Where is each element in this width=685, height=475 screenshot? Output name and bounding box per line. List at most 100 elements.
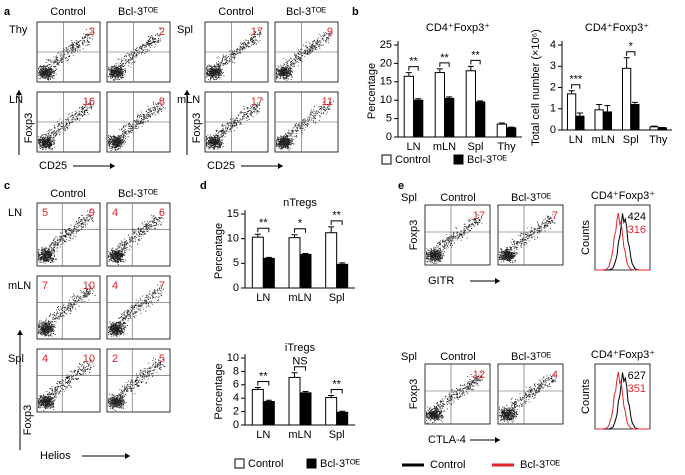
bar xyxy=(575,115,585,131)
bar xyxy=(251,236,264,289)
chart-title: CD4⁺Foxp3⁺ xyxy=(426,22,490,34)
error-bar xyxy=(302,252,309,255)
gate-percentage: 17 xyxy=(251,26,263,38)
column-header: Bcl-3ᵀᴼᴱ xyxy=(511,192,551,204)
row-label: Thy xyxy=(9,24,28,36)
chart-title: nTregs xyxy=(283,197,317,209)
error-bar xyxy=(254,233,261,238)
x-tick-label: mLN xyxy=(592,134,615,146)
arrow-head xyxy=(495,437,500,443)
error-bar xyxy=(508,126,515,128)
x-tick-label: Thy xyxy=(497,141,516,153)
x-tick-label: mLN xyxy=(288,429,311,441)
significance-label: ** xyxy=(259,217,268,229)
event-dots xyxy=(499,214,556,264)
histogram-title: CD4⁺Foxp3⁺ xyxy=(591,190,655,202)
bar xyxy=(630,104,640,131)
event-dots xyxy=(426,213,483,265)
gate-percentage: 5 xyxy=(159,353,165,365)
x-tick-label: mLN xyxy=(288,292,311,304)
arrow-head xyxy=(125,453,130,459)
panel-letter: a xyxy=(4,6,11,18)
histogram-frame xyxy=(594,204,651,271)
y-tick-label: 0 xyxy=(386,131,392,143)
bar xyxy=(403,75,415,138)
panel-letter: c xyxy=(4,180,10,192)
y-tick-label: 4 xyxy=(233,392,239,404)
bar xyxy=(465,70,477,138)
bar xyxy=(336,263,349,289)
legend-swatch xyxy=(234,458,245,469)
y-tick-label: 5 xyxy=(233,257,239,269)
gate-percentage: 11 xyxy=(322,96,333,108)
x-axis-label: CD25 xyxy=(39,160,67,172)
arrow-head xyxy=(110,163,115,169)
event-dots xyxy=(38,209,94,264)
y-tick-label: 0 xyxy=(550,124,556,136)
gate-percentage: 10 xyxy=(83,353,95,365)
gate-percentage: 2 xyxy=(159,26,165,38)
y-axis-label: Foxp3 xyxy=(23,113,35,144)
bar xyxy=(288,237,301,289)
bar xyxy=(444,97,455,138)
y-tick-label: 3 xyxy=(550,60,556,72)
error-bar xyxy=(291,234,298,238)
significance-label: ** xyxy=(332,210,341,222)
significance-label: ** xyxy=(440,52,449,64)
error-bar xyxy=(623,57,630,69)
column-header: Bcl-3ᵀᴼᴱ xyxy=(286,6,326,18)
x-tick-label: Spl xyxy=(468,141,484,153)
y-axis-label: Foxp3 xyxy=(408,379,420,410)
gate-percentage: 4 xyxy=(112,207,118,219)
column-header: Control xyxy=(50,6,85,18)
gate-percentage: 5 xyxy=(42,207,48,219)
x-axis-label: CTLA-4 xyxy=(428,434,466,446)
significance-label: ** xyxy=(259,370,268,382)
error-bar xyxy=(415,98,422,101)
mfi-value: 424 xyxy=(628,211,646,223)
y-axis-label: Total cell number (×10⁶) xyxy=(530,29,542,146)
gate-percentage: 3 xyxy=(89,26,95,38)
error-bar xyxy=(631,101,638,105)
y-tick-label: 8 xyxy=(233,365,239,377)
row-label: Spl xyxy=(401,192,417,204)
error-bar xyxy=(328,395,335,398)
bar xyxy=(262,401,275,426)
legend-label: Bcl-3ᵀᴼᴱ xyxy=(467,154,507,166)
significance-label: ** xyxy=(332,378,341,390)
bar xyxy=(496,123,508,138)
significance-label: * xyxy=(629,41,634,53)
legend-swatch xyxy=(306,458,317,469)
x-tick-label: LN xyxy=(569,134,583,146)
significance-bracket xyxy=(439,62,450,67)
bar xyxy=(622,67,632,131)
significance-bracket xyxy=(257,227,270,233)
mfi-value: 316 xyxy=(628,224,646,236)
event-dots xyxy=(108,100,166,152)
bar xyxy=(649,126,659,131)
event-dots xyxy=(108,211,164,265)
gate-percentage: 7 xyxy=(552,210,558,222)
arrow-head xyxy=(495,278,500,284)
arrow-head xyxy=(16,90,22,95)
y-tick-label: 15 xyxy=(380,76,392,88)
legend-label: Bcl-3ᵀᴼᴱ xyxy=(320,458,360,470)
significance-bracket xyxy=(294,366,306,371)
bar xyxy=(262,257,275,289)
gate-percentage: 4 xyxy=(112,280,118,292)
y-axis-label: Foxp3 xyxy=(408,220,420,251)
y-tick-label: 25 xyxy=(380,39,392,51)
significance-bracket xyxy=(626,51,636,56)
event-dots xyxy=(38,284,96,337)
event-dots xyxy=(276,100,334,151)
bar xyxy=(299,392,312,426)
event-dots xyxy=(38,28,94,81)
y-tick-label: 10 xyxy=(227,352,239,364)
y-tick-label: 10 xyxy=(227,233,239,245)
row-label: mLN xyxy=(8,280,31,292)
legend-swatch xyxy=(453,154,464,165)
x-axis-label: Helios xyxy=(40,450,71,462)
gate-percentage: 6 xyxy=(159,207,165,219)
significance-bracket xyxy=(571,84,581,89)
row-label: LN xyxy=(8,207,22,219)
